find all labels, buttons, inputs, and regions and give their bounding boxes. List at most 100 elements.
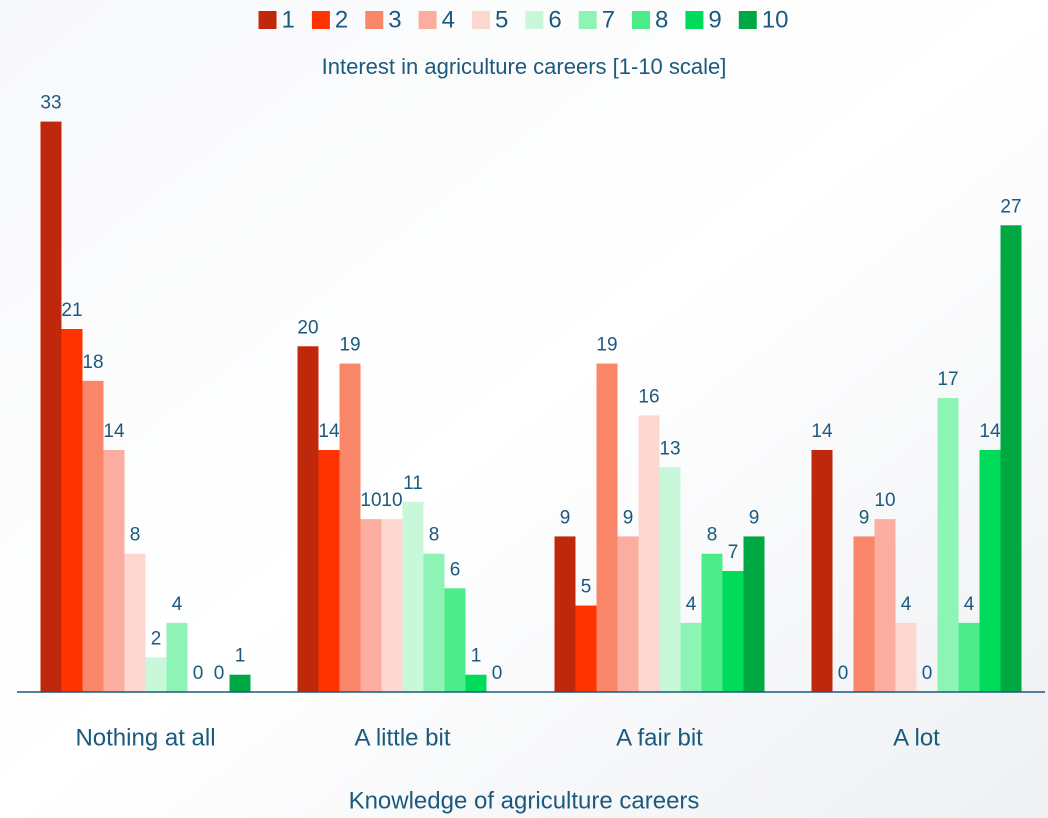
bar [811, 450, 833, 692]
bar [423, 553, 445, 692]
legend-label: 1 [282, 6, 295, 33]
legend-label: 10 [762, 6, 789, 33]
bar [554, 536, 576, 692]
legend-swatch [685, 11, 704, 29]
data-label: 4 [964, 594, 975, 615]
bar [61, 329, 83, 692]
bar [145, 657, 167, 692]
legend-title: Interest in agriculture careers [1-10 sc… [322, 54, 727, 79]
data-label: 33 [40, 93, 61, 114]
legend-label: 5 [495, 6, 508, 33]
data-label: 0 [492, 663, 503, 684]
bar [638, 415, 660, 692]
legend-label: 9 [708, 6, 721, 33]
legend-label: 2 [335, 6, 348, 33]
data-label: 8 [707, 525, 718, 546]
legend-swatch [471, 11, 490, 29]
legend-label: 6 [548, 6, 561, 33]
data-label: 4 [686, 594, 697, 615]
bar [722, 571, 744, 692]
data-label: 10 [381, 490, 402, 511]
legend-swatch [365, 11, 384, 29]
legend-label: 3 [388, 6, 401, 33]
data-label: 0 [838, 663, 849, 684]
data-label: 18 [82, 352, 103, 373]
data-label: 9 [859, 507, 870, 528]
data-label: 14 [979, 421, 1001, 442]
bar [229, 674, 251, 692]
legend-label: 7 [602, 6, 615, 33]
x-axis-title: Knowledge of agriculture careers [349, 787, 700, 814]
data-label: 9 [749, 507, 760, 528]
bar [360, 519, 382, 692]
bar [937, 398, 959, 692]
legend-swatch [258, 11, 277, 29]
data-label: 8 [130, 525, 141, 546]
x-tick-label: Nothing at all [75, 724, 215, 751]
data-label: 9 [623, 507, 634, 528]
data-label: 4 [172, 594, 183, 615]
data-label: 16 [638, 386, 659, 407]
bar [103, 450, 125, 692]
bar [979, 450, 1001, 692]
bar [596, 363, 618, 692]
legend-label: 8 [655, 6, 668, 33]
legend-swatch [311, 11, 330, 29]
bar [958, 622, 980, 692]
data-label: 0 [193, 663, 204, 684]
legend-swatch [578, 11, 597, 29]
data-label: 8 [429, 525, 440, 546]
bar [297, 346, 319, 692]
data-label: 19 [339, 335, 360, 356]
data-label: 13 [659, 438, 680, 459]
bar [40, 121, 62, 693]
data-label: 19 [596, 335, 617, 356]
data-label: 14 [811, 421, 833, 442]
data-label: 17 [937, 369, 958, 390]
bar [402, 501, 424, 692]
bar [617, 536, 639, 692]
bar [895, 622, 917, 692]
bar [166, 622, 188, 692]
bar [1000, 225, 1022, 693]
data-label: 14 [103, 421, 125, 442]
x-tick-label: A little bit [354, 724, 450, 751]
legend-swatch [632, 11, 651, 29]
legend-swatch [525, 11, 544, 29]
bar [124, 553, 146, 692]
data-label: 1 [235, 646, 246, 667]
data-label: 20 [297, 317, 318, 338]
data-label: 0 [214, 663, 225, 684]
data-label: 4 [901, 594, 912, 615]
data-label: 10 [360, 490, 381, 511]
bar [381, 519, 403, 692]
bar [853, 536, 875, 692]
data-label: 10 [874, 490, 895, 511]
data-label: 9 [560, 507, 571, 528]
legend-swatch [738, 11, 757, 29]
data-label: 5 [581, 577, 592, 598]
bar [444, 588, 466, 692]
legend-swatch [418, 11, 437, 29]
bar [659, 467, 681, 692]
bar [874, 519, 896, 692]
bar [339, 363, 361, 692]
data-label: 6 [450, 559, 461, 580]
bar [680, 622, 702, 692]
data-label: 0 [922, 663, 933, 684]
data-label: 7 [728, 542, 739, 563]
bar [743, 536, 765, 692]
bar [701, 553, 723, 692]
bar [82, 380, 104, 692]
legend-label: 4 [442, 6, 455, 33]
data-label: 14 [318, 421, 340, 442]
bar [318, 450, 340, 692]
bar [465, 674, 487, 692]
bar [575, 605, 597, 692]
data-label: 2 [151, 628, 162, 649]
data-label: 11 [403, 473, 423, 494]
x-tick-label: A fair bit [616, 724, 703, 751]
data-label: 21 [61, 300, 82, 321]
